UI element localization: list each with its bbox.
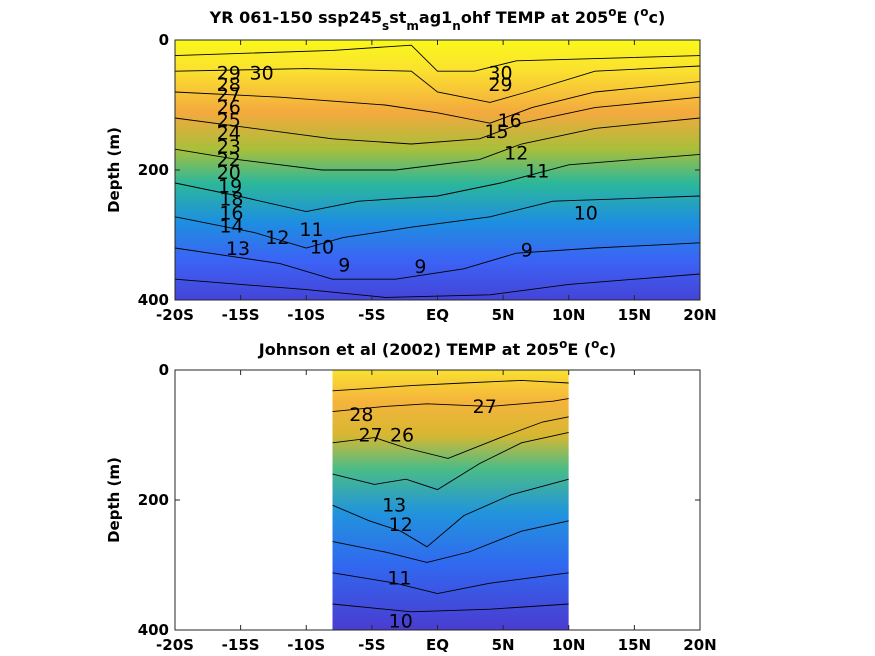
contour-label: 25 <box>217 109 241 131</box>
contour-label: 13 <box>382 495 406 517</box>
contour-label: 11 <box>299 219 323 241</box>
contour-label: 11 <box>387 567 411 589</box>
contour-label: 28 <box>217 74 241 96</box>
x-tick-label: -15S <box>222 636 260 654</box>
contour-label: 30 <box>488 63 512 85</box>
x-tick-label: -20S <box>156 636 194 654</box>
contour-label: 22 <box>217 149 241 171</box>
contour-label: 26 <box>390 424 414 446</box>
x-tick-label: -5S <box>358 636 385 654</box>
contour-label: 10 <box>574 202 598 224</box>
temperature-field <box>175 40 700 300</box>
contour-label: 27 <box>358 424 382 446</box>
x-tick-label: 10N <box>552 306 585 324</box>
isotherm-line <box>332 379 569 392</box>
isotherm-line <box>332 431 569 491</box>
x-tick-label: EQ <box>426 636 449 654</box>
contour-label: 15 <box>484 121 508 143</box>
isotherm-line <box>332 572 569 595</box>
isotherm-line <box>332 416 569 459</box>
x-tick-label: 5N <box>492 636 515 654</box>
isotherm-line <box>175 242 700 280</box>
contour-label: 14 <box>219 215 243 237</box>
isotherm-line <box>175 117 700 171</box>
chart-title: YR 061-150 ssp245sstmag1nohf TEMP at 205… <box>209 5 666 33</box>
contour-label: 16 <box>219 202 243 224</box>
contour-label: 9 <box>338 254 350 276</box>
isotherm-line <box>332 520 569 563</box>
contour-label: 29 <box>488 74 512 96</box>
x-tick-label: -15S <box>222 306 260 324</box>
contour-label: 27 <box>217 84 241 106</box>
contour-label: 13 <box>226 238 250 260</box>
contour-label: 18 <box>219 189 243 211</box>
x-tick-label: -10S <box>287 306 325 324</box>
y-axis-label: Depth (m) <box>105 457 123 543</box>
x-tick-label: 20N <box>683 636 716 654</box>
isotherm-line <box>175 81 700 124</box>
color-fill <box>175 40 700 300</box>
y-tick-label: 400 <box>138 291 169 309</box>
contour-label: 12 <box>389 514 413 536</box>
contour-label: 24 <box>217 122 241 144</box>
contour-label: 11 <box>525 161 549 183</box>
contour-label: 12 <box>504 142 528 164</box>
contour-label: 23 <box>217 136 241 158</box>
isotherm-line <box>332 478 569 548</box>
y-tick-label: 200 <box>138 161 169 179</box>
isotherm-line <box>175 153 700 213</box>
x-tick-label: 10N <box>552 636 585 654</box>
contour-label: 12 <box>265 227 289 249</box>
x-tick-label: -5S <box>358 306 385 324</box>
contour-label: 27 <box>473 396 497 418</box>
contour-label: 19 <box>218 176 242 198</box>
contour-label: 30 <box>250 63 274 85</box>
y-tick-label: 200 <box>138 491 169 509</box>
x-tick-label: EQ <box>426 306 449 324</box>
isotherm-line <box>332 398 569 413</box>
contour-label: 28 <box>349 404 373 426</box>
isotherm-line <box>175 65 700 103</box>
contour-label: 29 <box>217 63 241 85</box>
contour-label: 20 <box>217 162 241 184</box>
contour-label: 10 <box>310 237 334 259</box>
x-tick-label: -20S <box>156 306 194 324</box>
top-chart-panel: YR 061-150 ssp245sstmag1nohf TEMP at 205… <box>105 5 717 324</box>
isotherm-line <box>175 195 700 249</box>
color-fill <box>332 370 569 630</box>
contour-label: 10 <box>389 610 413 632</box>
chart-title: Johnson et al (2002) TEMP at 205oE (oc) <box>258 337 616 359</box>
x-tick-label: -10S <box>287 636 325 654</box>
isotherm-line <box>332 603 569 613</box>
isotherm-line <box>175 96 700 145</box>
contour-label: 9 <box>521 239 533 261</box>
temperature-field <box>332 370 569 630</box>
contour-label: 26 <box>217 96 241 118</box>
x-tick-label: 5N <box>492 306 515 324</box>
isotherm-line <box>175 44 700 72</box>
x-tick-label: 15N <box>618 636 651 654</box>
x-tick-label: 20N <box>683 306 716 324</box>
bottom-chart-panel: Johnson et al (2002) TEMP at 205oE (oc) 2… <box>105 337 717 654</box>
y-tick-label: 0 <box>159 31 169 49</box>
contour-label: 16 <box>498 110 522 132</box>
x-tick-label: 15N <box>618 306 651 324</box>
y-axis-label: Depth (m) <box>105 127 123 213</box>
contour-label: 9 <box>414 256 426 278</box>
y-tick-label: 400 <box>138 621 169 639</box>
y-tick-label: 0 <box>159 361 169 379</box>
